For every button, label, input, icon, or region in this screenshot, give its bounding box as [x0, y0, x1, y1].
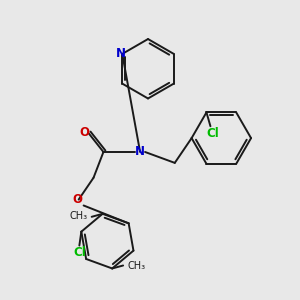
- Text: N: N: [116, 47, 126, 60]
- Text: N: N: [135, 146, 145, 158]
- Text: O: O: [73, 193, 83, 206]
- Text: Cl: Cl: [73, 246, 86, 259]
- Text: CH₃: CH₃: [70, 211, 88, 221]
- Text: CH₃: CH₃: [127, 262, 145, 272]
- Text: Cl: Cl: [206, 127, 219, 140]
- Text: O: O: [80, 126, 90, 139]
